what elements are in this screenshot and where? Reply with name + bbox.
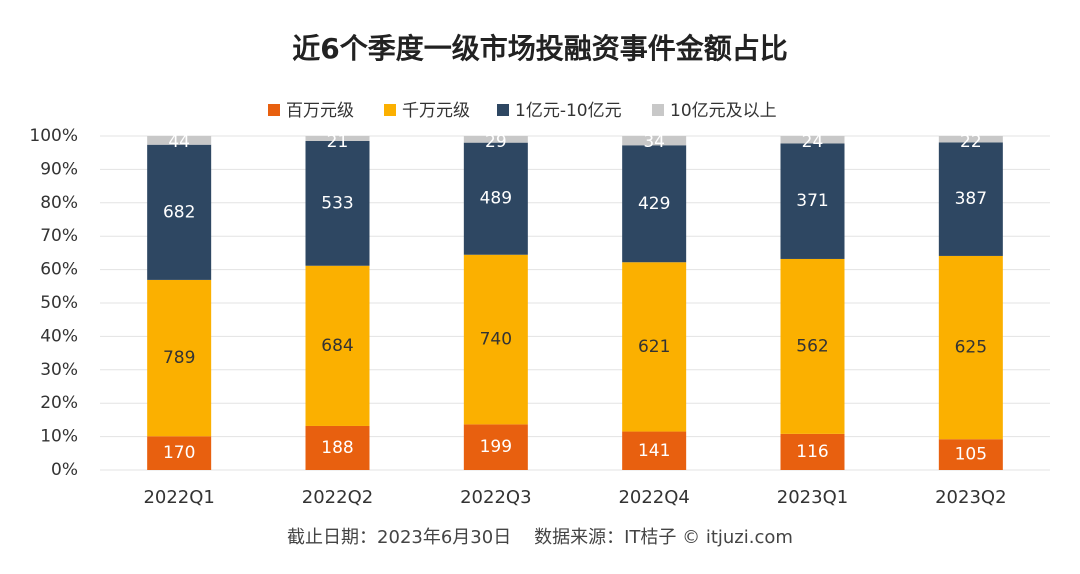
x-tick-label: 2022Q4 [618, 487, 689, 508]
x-tick-label: 2022Q2 [302, 487, 373, 508]
bar-segment [147, 436, 212, 470]
legend-label: 1亿元-10亿元 [515, 101, 622, 121]
bar-segment [622, 145, 687, 263]
data-label: 371 [796, 191, 828, 211]
bar-segment [780, 136, 845, 144]
data-label: 621 [638, 337, 670, 357]
y-tick-label: 0% [51, 460, 78, 480]
data-label: 199 [480, 437, 512, 457]
data-label: 489 [480, 189, 512, 209]
y-tick-label: 50% [40, 293, 78, 313]
bar-segment [305, 265, 370, 426]
legend-swatch [652, 104, 664, 116]
data-label: 21 [327, 132, 349, 152]
bar-segment [622, 262, 687, 432]
bar-segment [622, 136, 687, 146]
bar-segment [463, 254, 528, 425]
bar-segment [147, 279, 212, 437]
bar-segment [147, 136, 212, 145]
data-label: 387 [955, 189, 987, 209]
data-label: 740 [480, 330, 512, 350]
legend-label: 千万元级 [402, 101, 470, 121]
legend-label: 百万元级 [286, 101, 354, 121]
legend-label: 10亿元及以上 [670, 101, 777, 121]
data-label: 682 [163, 202, 195, 222]
bar-segment [780, 143, 845, 259]
bar-segment [305, 136, 370, 141]
bar-segment [938, 439, 1003, 470]
y-tick-label: 90% [40, 159, 78, 179]
bar-segment [780, 433, 845, 470]
data-label: 789 [163, 348, 195, 368]
source-note: 截止日期：2023年6月30日 数据来源：IT桔子 © itjuzi.com [287, 527, 793, 548]
bar-segment [305, 140, 370, 266]
bar-segment [463, 142, 528, 255]
bar-segment [305, 425, 370, 470]
bar-segment [938, 136, 1003, 143]
data-label: 44 [168, 132, 190, 152]
data-label: 22 [960, 132, 982, 152]
x-tick-label: 2022Q1 [143, 487, 214, 508]
data-label: 34 [643, 132, 665, 152]
data-label: 105 [955, 445, 987, 465]
y-tick-label: 60% [40, 260, 78, 280]
bar-segment [938, 255, 1003, 440]
y-tick-label: 80% [40, 193, 78, 213]
data-label: 562 [796, 336, 828, 356]
y-tick-label: 100% [29, 126, 78, 146]
data-label: 29 [485, 132, 507, 152]
legend-swatch [384, 104, 396, 116]
bar-segment [780, 258, 845, 434]
y-tick-label: 70% [40, 226, 78, 246]
legend-swatch [268, 104, 280, 116]
y-tick-label: 20% [40, 393, 78, 413]
y-tick-label: 30% [40, 360, 78, 380]
chart-title: 近6个季度一级市场投融资事件金额占比 [292, 32, 788, 65]
y-tick-label: 10% [40, 427, 78, 447]
x-tick-label: 2023Q2 [935, 487, 1006, 508]
data-label: 625 [955, 338, 987, 358]
data-label: 24 [802, 132, 824, 152]
data-label: 170 [163, 443, 195, 463]
data-label: 188 [321, 438, 353, 458]
data-label: 533 [321, 193, 353, 213]
bar-segment [938, 142, 1003, 256]
data-label: 429 [638, 194, 670, 214]
legend-swatch [497, 104, 509, 116]
data-label: 684 [321, 336, 353, 356]
bar-segment [622, 431, 687, 470]
bar-segment [463, 424, 528, 470]
data-label: 116 [796, 442, 828, 462]
x-tick-label: 2023Q1 [777, 487, 848, 508]
bar-segment [147, 144, 212, 280]
bar-segment [463, 136, 528, 143]
y-tick-label: 40% [40, 326, 78, 346]
data-label: 141 [638, 441, 670, 461]
x-tick-label: 2022Q3 [460, 487, 531, 508]
